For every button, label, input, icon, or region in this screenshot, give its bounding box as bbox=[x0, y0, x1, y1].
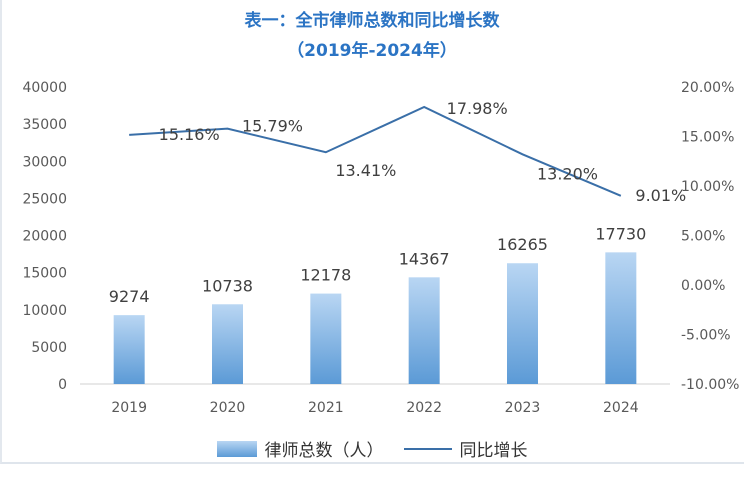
y-left-tick-label: 15000 bbox=[22, 266, 67, 282]
bar bbox=[212, 304, 243, 384]
bar bbox=[408, 277, 440, 384]
x-tick-label: 2024 bbox=[603, 400, 639, 416]
x-tick-label: 2020 bbox=[210, 400, 246, 416]
y-right-tick-label: 10.00% bbox=[681, 179, 734, 195]
y-left-tick-label: 40000 bbox=[22, 80, 67, 96]
y-left-tick-label: 10000 bbox=[22, 303, 67, 319]
line-data-label: 17.98% bbox=[447, 99, 508, 118]
chart-subtitle: （2019年-2024年） bbox=[287, 41, 457, 61]
y-left-tick-label: 25000 bbox=[22, 191, 67, 207]
bar-data-label: 14367 bbox=[399, 249, 450, 268]
y-right-tick-label: 5.00% bbox=[681, 229, 725, 245]
bar bbox=[310, 293, 342, 384]
bar-data-label: 9274 bbox=[109, 287, 150, 306]
y-right-tick-label: -10.00% bbox=[681, 377, 739, 393]
x-tick-label: 2022 bbox=[406, 400, 442, 416]
legend-item-line: 同比增长 bbox=[403, 436, 528, 461]
line-data-label: 9.01% bbox=[635, 186, 686, 205]
chart-title: 表一：全市律师总数和同比增长数 bbox=[244, 11, 500, 31]
y-left-tick-label: 35000 bbox=[22, 117, 67, 133]
y-left-tick-label: 20000 bbox=[22, 229, 67, 245]
bar bbox=[113, 315, 145, 384]
x-tick-label: 2021 bbox=[308, 400, 344, 416]
bar bbox=[507, 263, 538, 384]
y-left-tick-label: 5000 bbox=[31, 340, 67, 356]
x-tick-label: 2019 bbox=[111, 400, 147, 416]
legend-item-bar: 律师总数（人） bbox=[216, 436, 384, 461]
y-left-tick-label: 30000 bbox=[22, 154, 67, 170]
x-tick-label: 2023 bbox=[505, 400, 541, 416]
bar bbox=[605, 252, 637, 384]
legend-bar-label: 律师总数（人） bbox=[264, 441, 384, 461]
growth-line bbox=[129, 105, 622, 197]
line-data-label: 13.20% bbox=[537, 164, 598, 183]
legend-bar-swatch bbox=[216, 440, 257, 457]
y-right-tick-label: -5.00% bbox=[681, 328, 731, 344]
bar-data-label: 12178 bbox=[300, 266, 351, 285]
y-left-tick-label: 0 bbox=[58, 377, 67, 393]
legend-line-label: 同比增长 bbox=[459, 441, 528, 461]
y-right-tick-label: 15.00% bbox=[681, 130, 734, 146]
line-data-label: 13.41% bbox=[335, 161, 396, 180]
line-data-label: 15.16% bbox=[159, 125, 220, 144]
bar-data-label: 10738 bbox=[202, 276, 253, 295]
chart-legend: 律师总数（人） 同比增长 bbox=[0, 436, 744, 461]
chart-frame bbox=[0, 0, 744, 464]
y-right-tick-label: 20.00% bbox=[681, 80, 734, 96]
line-data-label: 15.79% bbox=[242, 117, 303, 136]
legend-line-swatch bbox=[403, 447, 452, 450]
y-right-tick-label: 0.00% bbox=[681, 278, 725, 294]
bar-data-label: 17730 bbox=[595, 224, 646, 243]
bar-data-label: 16265 bbox=[497, 235, 548, 254]
